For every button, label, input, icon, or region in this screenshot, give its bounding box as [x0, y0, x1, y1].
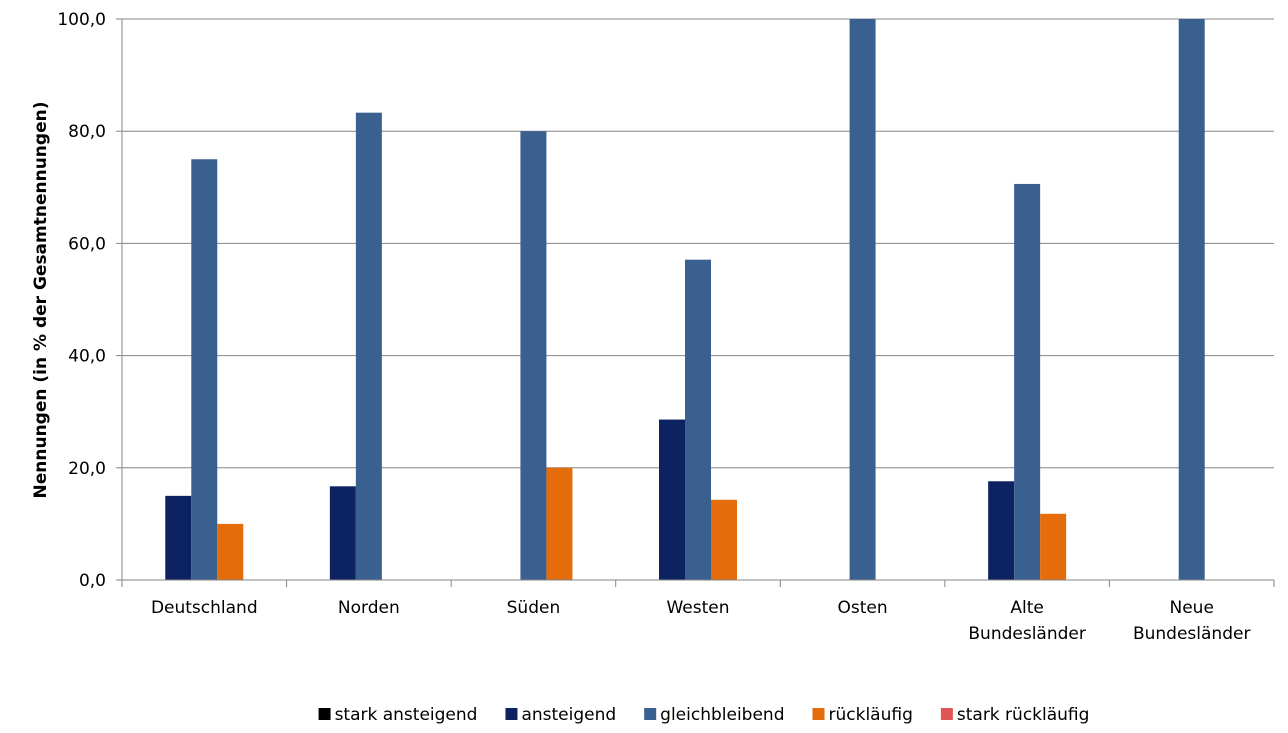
bar-gleichbleibend — [191, 159, 218, 580]
legend-label: gleichbleibend — [660, 705, 784, 725]
y-tick-label: 20,0 — [68, 459, 106, 479]
y-tick-label: 80,0 — [68, 122, 106, 142]
bar-rückläufig — [217, 523, 244, 580]
bar-ansteigend — [988, 481, 1015, 580]
x-tick-label: Deutschland — [151, 598, 258, 618]
bar-ansteigend — [165, 495, 192, 580]
bar-gleichbleibend — [685, 259, 711, 580]
bar-gleichbleibend — [1014, 183, 1041, 580]
x-tick-label: Süden — [507, 598, 561, 618]
x-tick-label: Neue Bundesländer — [1133, 598, 1250, 644]
bar-ansteigend — [659, 419, 685, 580]
y-axis-title: Nennungen (in % der Gesamtnennungen) — [31, 102, 51, 499]
y-tick-label: 40,0 — [68, 347, 106, 367]
x-tick-label: Alte Bundesländer — [968, 598, 1085, 644]
y-tick-label: 60,0 — [68, 234, 106, 254]
bar-gleichbleibend — [1178, 19, 1205, 580]
bar-rückläufig — [711, 499, 737, 580]
legend-swatch — [505, 708, 518, 720]
legend-swatch — [318, 708, 331, 720]
bar-gleichbleibend — [520, 131, 547, 580]
y-tick-label: 0,0 — [79, 571, 106, 591]
x-tick-label: Norden — [338, 598, 400, 618]
legend-label: ansteigend — [521, 705, 616, 725]
bar-gleichbleibend — [849, 19, 876, 580]
legend-swatch — [812, 708, 825, 720]
x-tick-label: Westen — [666, 598, 729, 618]
legend-label: stark rückläufig — [957, 705, 1090, 725]
bar-rückläufig — [1040, 513, 1067, 580]
gridlines — [122, 18, 1274, 469]
legend-swatch — [940, 708, 953, 720]
legend: stark ansteigend ansteigend gleichbleibend… — [318, 705, 1090, 725]
axes: 0,0 20,0 40,0 60,0 80,0 100,0 Deutschland Norde… — [57, 10, 1275, 644]
bars — [165, 19, 1205, 580]
legend-label: stark ansteigend — [335, 705, 478, 725]
x-tick-label: Osten — [838, 598, 888, 618]
y-tick-label: 100,0 — [57, 10, 106, 30]
legend-label: rückläufig — [829, 705, 913, 725]
legend-swatch — [644, 708, 657, 720]
bar-gleichbleibend — [355, 112, 382, 580]
bar-rückläufig — [546, 467, 573, 580]
bar-ansteigend — [329, 486, 356, 580]
